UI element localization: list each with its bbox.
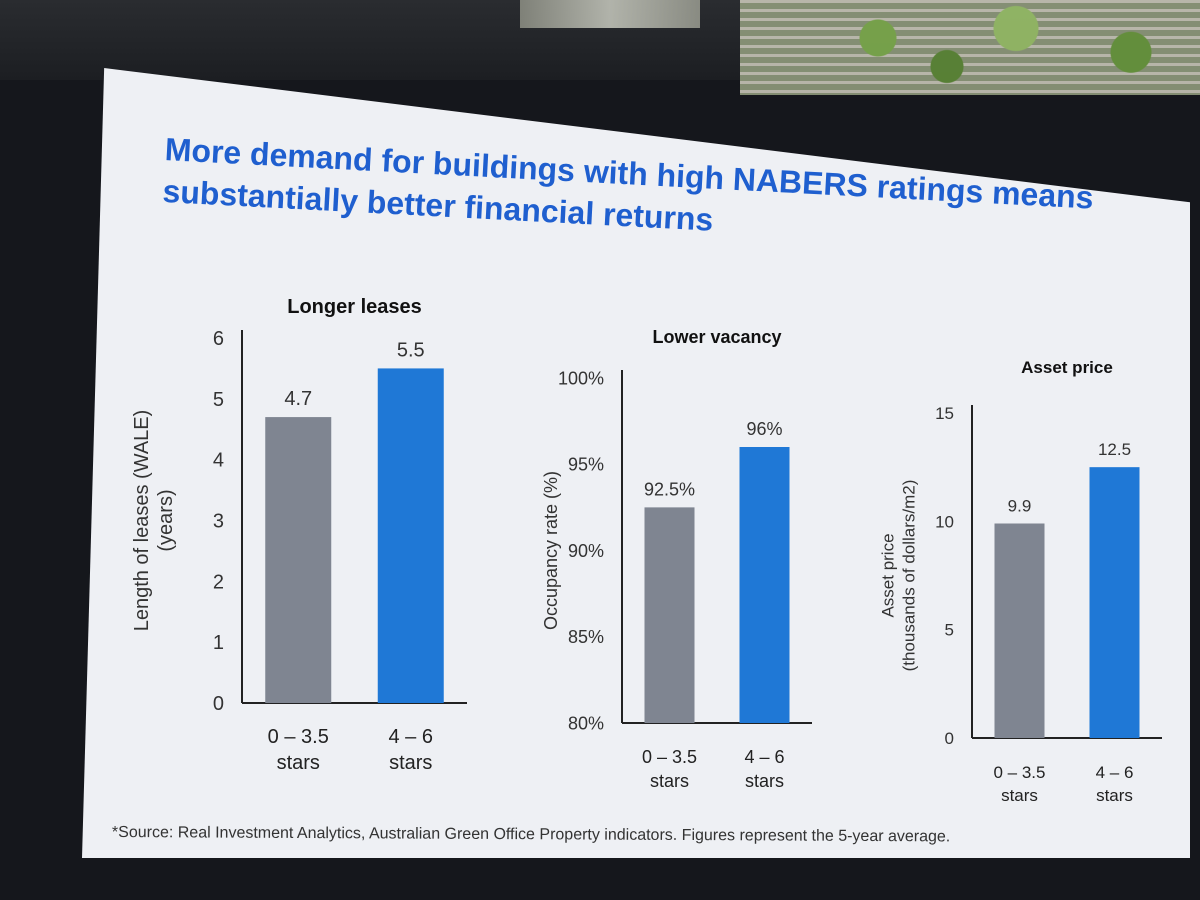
- bar: [1089, 467, 1140, 738]
- y-tick-label: 0: [945, 729, 954, 748]
- y-tick-label: 5: [945, 621, 954, 640]
- y-axis-label: (thousands of dollars/m2): [900, 480, 919, 672]
- bar: [739, 447, 790, 723]
- y-tick-label: 4: [213, 450, 224, 472]
- bar-value-label: 12.5: [1098, 440, 1131, 459]
- y-tick-label: 95%: [568, 455, 604, 475]
- bar-value-label: 9.9: [1008, 497, 1032, 516]
- y-tick-label: 85%: [568, 627, 604, 647]
- x-category-label: stars: [745, 771, 784, 791]
- x-category-label: 0 – 3.5: [268, 726, 329, 748]
- x-category-label: 4 – 6: [1096, 763, 1134, 782]
- chart-title: Lower vacancy: [652, 327, 781, 347]
- bar: [994, 523, 1045, 738]
- x-category-label: 4 – 6: [744, 747, 784, 767]
- y-tick-label: 90%: [568, 541, 604, 561]
- bar: [644, 507, 695, 723]
- y-axis-label: (years): [155, 489, 177, 551]
- bar-value-label: 92.5%: [644, 479, 695, 499]
- chart-longer-leases: Longer leases 0 1 2 3 4 5 6 Length of leases (WA…: [131, 296, 467, 774]
- source-footnote: *Source: Real Investment Analytics, Aust…: [111, 824, 951, 846]
- x-category-label: stars: [1001, 786, 1038, 805]
- x-category-label: 0 – 3.5: [994, 763, 1046, 782]
- y-tick-label: 5: [213, 389, 224, 411]
- foliage-background: [740, 0, 1200, 95]
- bar-value-label: 4.7: [284, 388, 312, 410]
- x-category-label: stars: [650, 771, 689, 791]
- bar-value-label: 5.5: [397, 339, 425, 361]
- y-tick-label: 3: [213, 511, 224, 533]
- y-tick-label: 1: [213, 632, 224, 654]
- chart-title: Asset price: [1021, 358, 1113, 377]
- y-tick-label: 2: [213, 571, 224, 593]
- y-tick-label: 100%: [558, 368, 604, 388]
- bar-value-label: 96%: [746, 419, 782, 439]
- x-category-label: stars: [277, 752, 320, 774]
- bar: [377, 368, 444, 703]
- y-tick-label: 6: [213, 328, 224, 350]
- bar: [265, 417, 332, 703]
- presentation-slide: More demand for buildings with high NABE…: [82, 68, 1190, 858]
- y-axis-label: Asset price: [879, 533, 898, 617]
- x-category-label: 4 – 6: [389, 726, 433, 748]
- x-category-label: stars: [389, 752, 432, 774]
- slide-title: More demand for buildings with high NABE…: [161, 130, 1095, 238]
- chart-lower-vacancy: Lower vacancy 80% 85% 90% 95% 100% Occupancy r…: [541, 327, 812, 791]
- x-category-label: 0 – 3.5: [642, 747, 697, 767]
- y-tick-label: 10: [935, 512, 954, 531]
- x-category-label: stars: [1096, 786, 1133, 805]
- y-tick-label: 15: [935, 404, 954, 423]
- y-axis-label: Length of leases (WALE): [131, 410, 153, 632]
- y-tick-label: 80%: [568, 713, 604, 733]
- y-tick-label: 0: [213, 693, 224, 715]
- chart-title: Longer leases: [287, 296, 422, 318]
- y-axis-label: Occupancy rate (%): [541, 471, 561, 630]
- window-light: [520, 0, 700, 28]
